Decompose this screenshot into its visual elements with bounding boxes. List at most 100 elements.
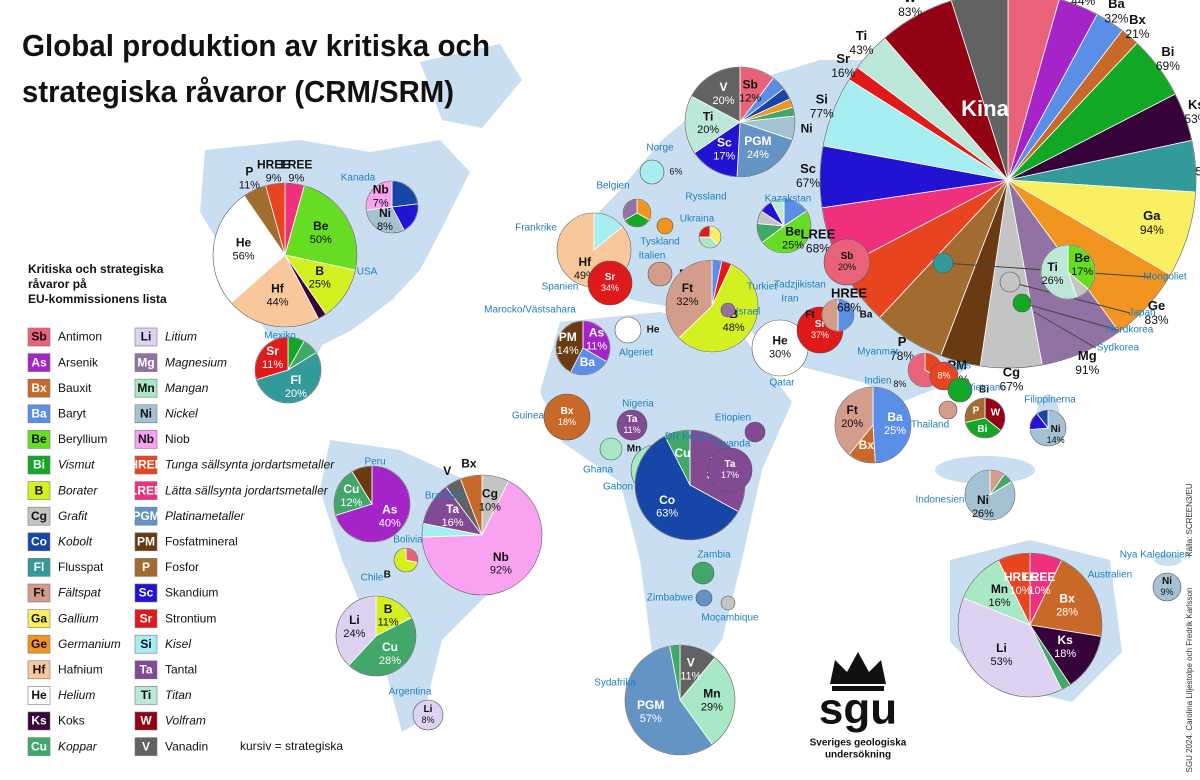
slice-symbol: Li — [996, 641, 1007, 655]
legend-name: Lätta sällsynta jordartsmetaller — [165, 483, 329, 497]
logo-name: Sveriges geologiska — [810, 738, 907, 749]
new-caledonia — [1154, 554, 1182, 566]
slice-symbol: Bi — [977, 424, 987, 435]
slice-value-label: 28% — [379, 655, 401, 667]
legend-swatch — [134, 634, 158, 654]
legend-name: Helium — [58, 688, 95, 702]
slice-value-label: 11% — [586, 341, 607, 353]
slice-value-label: 8% — [377, 221, 393, 233]
title-line: Global produktion av kritiska och — [22, 28, 490, 63]
legend-symbol: Co — [31, 534, 47, 548]
slice-symbol: Sr — [605, 272, 616, 283]
country-label: Indonesien — [916, 495, 965, 506]
legend-title-line: Kritiska och strategiska — [28, 262, 164, 276]
pie-outline — [964, 397, 1006, 439]
slice-value-label: 69% — [1156, 59, 1180, 73]
legend-swatch — [27, 686, 51, 705]
slice-value-label: 32% — [676, 296, 698, 308]
slice-value-label: 12% — [739, 92, 761, 104]
slice-symbol: Bx — [1129, 12, 1146, 27]
legend-name: Skandium — [165, 586, 218, 600]
legend-symbol: Bx — [31, 381, 47, 395]
slice-symbol: Ni — [801, 121, 813, 135]
legend-symbol: Fl — [34, 560, 45, 574]
pie: Ni9% Nya Kaledonien — [1120, 550, 1191, 602]
slice-value-label: 11% — [623, 425, 640, 435]
logo-name: undersökning — [825, 750, 891, 761]
country-label: Thailand — [911, 420, 949, 431]
slice-value-label: 91% — [1075, 363, 1099, 377]
country-label: Kina — [961, 96, 1009, 121]
legend-name: Fosfor — [165, 560, 199, 574]
slice-value-label: 9% — [1160, 587, 1173, 597]
slice-value-label: 67% — [999, 379, 1023, 393]
pie: Zimbabwe — [647, 589, 713, 607]
slice-symbol: HREE — [257, 157, 290, 171]
legend-symbol: Ta — [139, 662, 152, 676]
slice-value-label: 28% — [1056, 606, 1078, 618]
slice-symbol: HREE — [1004, 570, 1037, 584]
pie-slice — [599, 437, 623, 461]
slice-value-label: 32% — [1104, 11, 1128, 25]
pie-slice — [691, 561, 715, 585]
country-label: Ukraina — [680, 214, 715, 225]
slice-symbol: Ft — [847, 403, 858, 417]
legend-name: Germanium — [58, 637, 121, 651]
pie-slice — [720, 595, 736, 611]
legend-symbol: PM — [137, 534, 155, 548]
legend-symbol: Ge — [31, 637, 47, 651]
pie: Zambia — [691, 550, 731, 585]
pie-slice — [938, 400, 958, 420]
pie-slice — [707, 447, 753, 493]
pie-slice — [744, 421, 766, 443]
slice-value-label: 12% — [340, 497, 362, 509]
country-label: Nya Kaledonien — [1120, 550, 1191, 561]
legend-swatch — [134, 455, 158, 475]
slice-value-label: 14% — [557, 345, 579, 357]
country-label: Spanien — [542, 282, 579, 293]
slice-value-label: 20% — [713, 95, 735, 107]
pies: LREE9%Be50%B25%Hf44%He56%P11%HREE9%USANi… — [212, 0, 1200, 756]
slice-symbol: Ta — [446, 502, 459, 516]
country-label: Sydkorea — [1097, 343, 1140, 354]
crown-base — [832, 686, 884, 691]
slice-symbol: V — [720, 80, 728, 94]
source: Källa: SCREEN3/EU — [1185, 483, 1194, 557]
slice-symbol: Nb — [373, 183, 389, 197]
slice-value-label: 16% — [988, 597, 1010, 609]
slice-symbol: Sb — [841, 251, 854, 262]
legend-symbol: Mn — [137, 381, 154, 395]
pie-slice — [616, 409, 648, 441]
country-label: Algeriet — [619, 348, 653, 359]
country-label: Marocko/Västsahara — [484, 305, 576, 316]
slice-value-label: 9% — [266, 172, 282, 184]
slice-value-label: 67% — [796, 176, 820, 190]
slice-symbol: LREE — [280, 157, 312, 171]
legend-swatch — [27, 455, 51, 475]
legend-swatch — [134, 481, 158, 500]
slice-symbol: Ft — [682, 281, 693, 295]
legend-swatch — [27, 609, 51, 628]
slice-value-label: 63% — [656, 508, 678, 520]
slice-value-label: 17% — [721, 470, 739, 480]
legend-symbol: Ft — [33, 586, 44, 600]
country-label: Zimbabwe — [647, 593, 694, 604]
pie: Li8% Argentina — [389, 687, 444, 731]
legend-swatch — [134, 686, 158, 705]
legend-symbol: PGM — [132, 509, 159, 523]
slice-symbol: He — [236, 236, 252, 250]
slice-symbol: V — [687, 656, 695, 670]
legend-swatch — [27, 327, 51, 347]
slice-value-label: 10% — [1028, 585, 1050, 597]
slice-symbol: Cu — [343, 482, 359, 496]
pie: Nordkorea — [1012, 293, 1154, 336]
slice-value-label: 14% — [1047, 435, 1065, 445]
pie-slice — [720, 302, 736, 318]
